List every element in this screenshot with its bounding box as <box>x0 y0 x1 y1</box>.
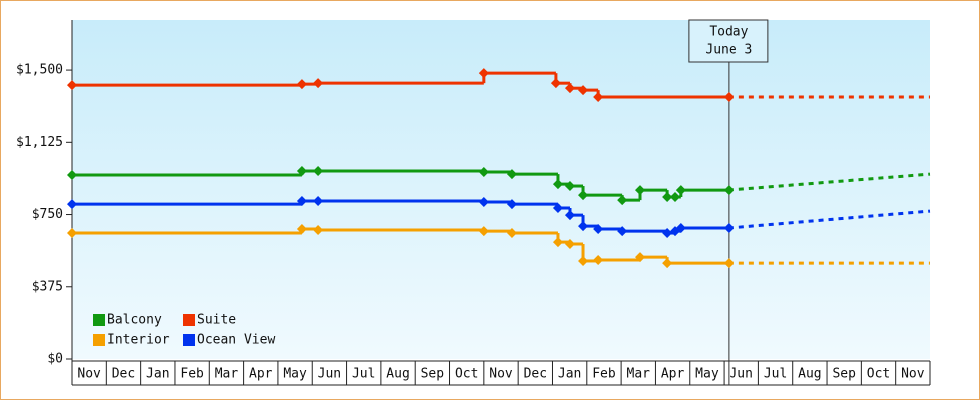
point-marker <box>478 226 489 237</box>
layer: $0 $375 $750 $1,125 $1,500 Nov Dec Jan Feb Mar Apr… <box>16 19 931 386</box>
x-tick-label: Feb <box>180 367 204 382</box>
legend-swatch <box>93 334 105 346</box>
point-marker <box>296 196 307 207</box>
x-tick-label: Aug <box>386 367 409 382</box>
legend-label: Suite <box>197 313 236 328</box>
point-marker <box>675 185 686 196</box>
x-tick-label: Oct <box>867 367 890 382</box>
x-tick-label: Mar <box>215 367 239 382</box>
point-marker <box>296 223 307 234</box>
series <box>67 223 930 269</box>
x-tick-label: Jul <box>352 367 375 382</box>
point-marker <box>593 223 604 234</box>
x-tick-label: Jan <box>558 367 581 382</box>
point-marker <box>593 254 604 265</box>
point-marker <box>552 202 563 213</box>
legend-swatch <box>183 334 195 346</box>
x-tick-label: Nov <box>489 367 513 382</box>
point-marker <box>723 185 734 196</box>
point-marker <box>67 80 77 91</box>
x-tick-label: Sep <box>832 367 856 382</box>
x-tick-label: Mar <box>627 367 651 382</box>
x-tick-label: Aug <box>798 367 821 382</box>
x-tick-label: Jun <box>318 367 341 382</box>
point-marker <box>564 239 575 250</box>
point-marker <box>723 223 734 234</box>
x-tick-label: Dec <box>112 367 135 382</box>
series <box>67 68 930 103</box>
legend-swatch <box>93 314 105 326</box>
point-marker <box>578 221 589 232</box>
point-marker <box>617 195 628 206</box>
point-marker <box>506 169 517 180</box>
today-date: June 3 <box>705 43 752 58</box>
point-marker <box>67 228 77 239</box>
forecast-line <box>728 172 931 192</box>
y-tick-label: $1,500 <box>16 63 63 78</box>
point-marker <box>313 224 324 235</box>
point-marker <box>564 83 575 94</box>
point-marker <box>617 226 628 237</box>
point-marker <box>296 79 307 90</box>
plot-area <box>72 20 930 359</box>
x-tick-label: Nov <box>77 367 101 382</box>
point-marker <box>313 78 324 89</box>
point-marker <box>578 85 589 96</box>
point-marker <box>670 192 681 203</box>
point-marker <box>662 192 673 203</box>
point-marker <box>550 78 561 89</box>
point-marker <box>552 237 563 248</box>
legend-label: Ocean View <box>197 333 275 348</box>
x-tick-label: May <box>695 367 719 382</box>
point-marker <box>578 190 589 201</box>
point-marker <box>552 179 563 190</box>
x-tick-label: Oct <box>455 367 478 382</box>
point-marker <box>634 185 645 196</box>
point-marker <box>578 255 589 266</box>
point-marker <box>478 68 489 79</box>
point-marker <box>723 92 734 103</box>
x-tick-label: Dec <box>524 367 547 382</box>
point-marker <box>478 197 489 208</box>
point-marker <box>593 92 604 103</box>
series <box>67 196 931 239</box>
x-tick-label: Sep <box>421 367 445 382</box>
y-tick-label: $750 <box>32 207 63 222</box>
legend-label: Interior <box>107 333 170 348</box>
point-marker <box>67 170 77 181</box>
point-marker <box>675 223 686 234</box>
point-marker <box>313 196 324 207</box>
today-label: Today <box>709 25 748 40</box>
point-marker <box>723 258 734 269</box>
x-tick-label: Feb <box>592 367 616 382</box>
y-tick-label: $1,125 <box>16 135 63 150</box>
forecast-line <box>728 209 931 230</box>
point-marker <box>662 228 673 239</box>
point-marker <box>506 199 517 210</box>
point-marker <box>634 252 645 263</box>
point-marker <box>662 258 673 269</box>
point-marker <box>296 166 307 177</box>
point-marker <box>67 199 77 210</box>
x-tick-label: Nov <box>901 367 925 382</box>
x-tick-label: Jan <box>146 367 169 382</box>
point-marker <box>564 210 575 221</box>
point-marker <box>313 166 324 177</box>
point-marker <box>478 166 489 177</box>
x-tick-label: Apr <box>661 367 685 382</box>
legend-label: Balcony <box>107 313 162 328</box>
point-marker <box>506 228 517 239</box>
x-tick-label: Apr <box>249 367 273 382</box>
x-tick-label: Jun <box>729 367 752 382</box>
x-tick-label: Jul <box>764 367 787 382</box>
y-tick-label: $0 <box>47 352 63 367</box>
series <box>67 166 931 206</box>
y-tick-label: $375 <box>32 279 63 294</box>
point-marker <box>564 181 575 192</box>
today-box <box>688 19 769 63</box>
x-tick-label: May <box>283 367 307 382</box>
legend-swatch <box>183 314 195 326</box>
